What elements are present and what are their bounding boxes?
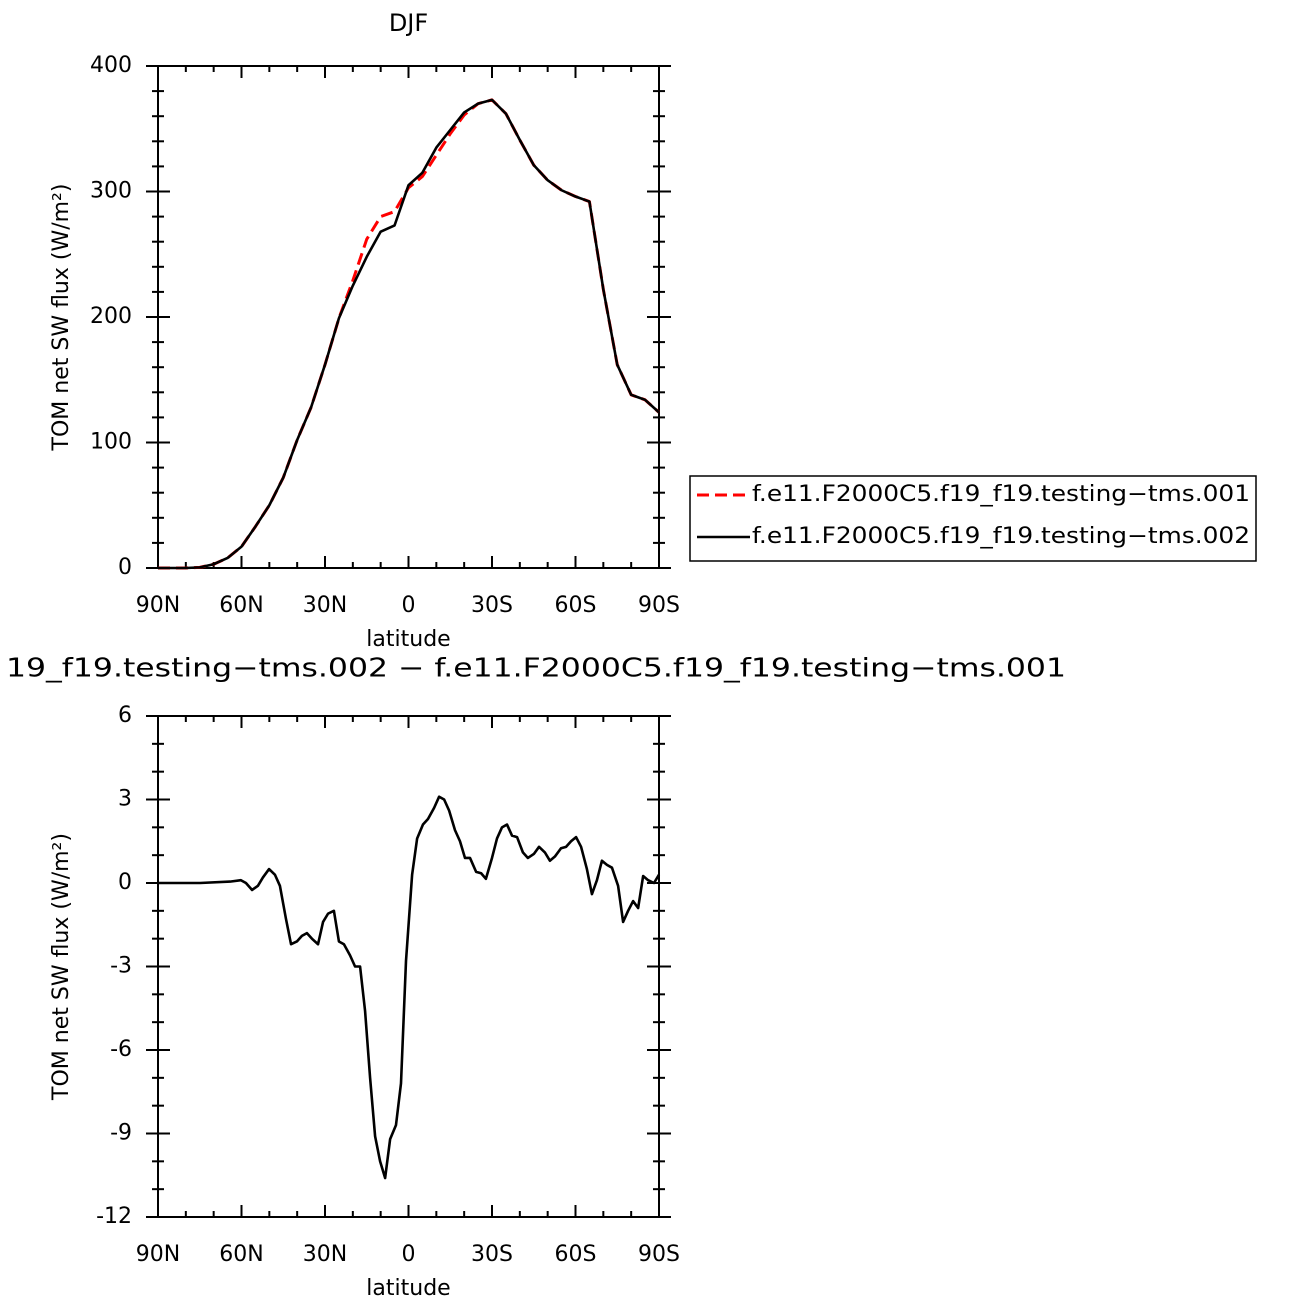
y-axis-label: TOM net SW flux (W/m²)	[49, 184, 74, 452]
x-axis-label: latitude	[366, 1276, 450, 1301]
y-axis-label: TOM net SW flux (W/m²)	[49, 833, 74, 1101]
x-tick-label: 30N	[303, 593, 347, 618]
y-tick-label: -9	[110, 1121, 132, 1146]
legend-box	[689, 475, 1257, 562]
x-tick-label: 30N	[303, 1242, 347, 1267]
x-axis-label: latitude	[366, 627, 450, 652]
x-tick-label: 60N	[219, 593, 263, 618]
legend-label: f.e11.F2000C5.f19_f19.testing−tms.002	[752, 524, 1250, 549]
series-line	[158, 98, 661, 570]
series-line	[158, 98, 660, 570]
y-tick-label: -3	[110, 954, 132, 979]
y-tick-label: 400	[90, 53, 132, 78]
x-tick-label: 60S	[555, 593, 597, 618]
x-tick-label: 0	[402, 1242, 416, 1267]
plot-frame	[157, 715, 660, 1218]
y-tick-label: 6	[118, 703, 132, 728]
y-tick-label: 200	[90, 304, 132, 329]
x-tick-label: 90N	[136, 593, 180, 618]
x-tick-label: 90S	[638, 1242, 680, 1267]
x-tick-label: 0	[402, 593, 416, 618]
y-tick-label: 3	[118, 787, 132, 812]
y-tick-label: -6	[110, 1037, 132, 1062]
x-tick-label: 60S	[555, 1242, 597, 1267]
series-line	[158, 795, 661, 1180]
y-tick-label: 0	[118, 555, 132, 580]
y-tick-label: -12	[96, 1204, 132, 1229]
chart-title: 19_f19.testing−tms.002 − f.e11.F2000C5.f…	[6, 654, 1066, 684]
y-tick-label: 300	[90, 179, 132, 204]
y-tick-label: 0	[118, 870, 132, 895]
x-tick-label: 90S	[638, 593, 680, 618]
plot-frame	[157, 65, 660, 569]
legend-label: f.e11.F2000C5.f19_f19.testing−tms.001	[752, 482, 1250, 507]
x-tick-label: 30S	[471, 1242, 513, 1267]
x-tick-label: 90N	[136, 1242, 180, 1267]
chart-title: DJF	[389, 9, 428, 37]
x-tick-label: 60N	[219, 1242, 263, 1267]
x-tick-label: 30S	[471, 593, 513, 618]
y-tick-label: 100	[90, 430, 132, 455]
